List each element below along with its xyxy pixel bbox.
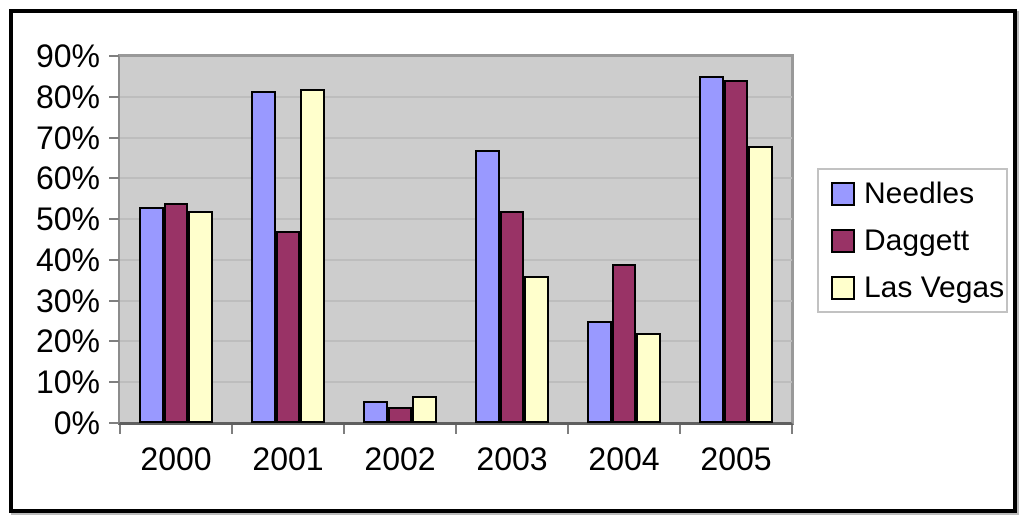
legend-swatch-daggett <box>831 228 855 253</box>
y-tick-40 <box>109 259 119 261</box>
legend-label-las-vegas: Las Vegas <box>864 270 1005 304</box>
y-tick-10 <box>109 381 119 383</box>
x-axis-tick-label: 2002 <box>364 441 436 477</box>
bar-las-vegas-2005 <box>748 146 774 423</box>
bar-needles-2001 <box>250 91 276 423</box>
bar-daggett-2004 <box>611 264 637 423</box>
y-tick-50 <box>109 218 119 220</box>
x-tick-boundary <box>791 425 793 434</box>
gridline-80 <box>120 96 792 98</box>
y-axis-tick-label: 60% <box>35 160 100 196</box>
legend-entry-needles: Needles <box>831 170 1006 217</box>
bar-daggett-2000 <box>163 203 189 423</box>
gridline-50 <box>120 218 792 220</box>
bar-daggett-2001 <box>275 231 301 423</box>
x-tick-boundary <box>455 425 457 434</box>
bar-needles-2002 <box>362 401 388 423</box>
y-tick-90 <box>109 55 119 57</box>
bar-las-vegas-2003 <box>524 276 550 423</box>
y-axis-tick-label: 20% <box>35 323 100 359</box>
x-axis-tick-label: 2000 <box>140 441 212 477</box>
legend: Needles Daggett Las Vegas <box>817 168 1008 313</box>
legend-label-daggett: Daggett <box>864 223 970 257</box>
gridline-40 <box>120 259 792 261</box>
legend-swatch-needles <box>831 181 855 206</box>
legend-label-needles: Needles <box>864 176 975 210</box>
y-axis-tick-label: 50% <box>35 201 100 237</box>
x-axis-tick-label: 2003 <box>476 441 548 477</box>
y-axis-tick-label: 90% <box>35 38 100 74</box>
y-tick-0 <box>109 422 119 424</box>
bar-daggett-2003 <box>499 211 525 423</box>
bar-daggett-2002 <box>387 407 413 423</box>
gridline-30 <box>120 300 792 302</box>
gridline-10 <box>120 381 792 383</box>
y-axis-tick-label: 10% <box>35 364 100 400</box>
y-tick-80 <box>109 96 119 98</box>
bar-las-vegas-2000 <box>188 211 214 423</box>
y-tick-20 <box>109 340 119 342</box>
bar-needles-2004 <box>586 321 612 423</box>
y-tick-70 <box>109 137 119 139</box>
y-axis-tick-label: 40% <box>35 242 100 278</box>
x-tick-boundary <box>231 425 233 434</box>
x-axis-tick-label: 2001 <box>252 441 324 477</box>
x-tick-boundary <box>567 425 569 434</box>
legend-entry-las-vegas: Las Vegas <box>831 264 1006 311</box>
bar-daggett-2005 <box>723 80 749 423</box>
plot-area <box>118 54 794 425</box>
bar-las-vegas-2002 <box>412 396 438 423</box>
bar-las-vegas-2004 <box>636 333 662 423</box>
x-tick-boundary <box>119 425 121 434</box>
gridline-20 <box>120 340 792 342</box>
x-axis-tick-label: 2005 <box>700 441 772 477</box>
bar-las-vegas-2001 <box>300 89 326 423</box>
y-tick-60 <box>109 177 119 179</box>
bar-needles-2000 <box>138 207 164 423</box>
y-tick-30 <box>109 300 119 302</box>
y-axis-tick-label: 80% <box>35 79 100 115</box>
x-tick-boundary <box>679 425 681 434</box>
y-axis-tick-label: 30% <box>35 283 100 319</box>
bar-needles-2003 <box>474 150 500 423</box>
y-axis-tick-label: 0% <box>53 405 100 441</box>
x-axis-tick-label: 2004 <box>588 441 660 477</box>
y-axis-tick-label: 70% <box>35 120 100 156</box>
legend-entry-daggett: Daggett <box>831 217 1006 264</box>
legend-swatch-las-vegas <box>831 275 855 300</box>
x-tick-boundary <box>343 425 345 434</box>
bar-needles-2005 <box>698 76 724 423</box>
gridline-60 <box>120 177 792 179</box>
gridline-70 <box>120 137 792 139</box>
